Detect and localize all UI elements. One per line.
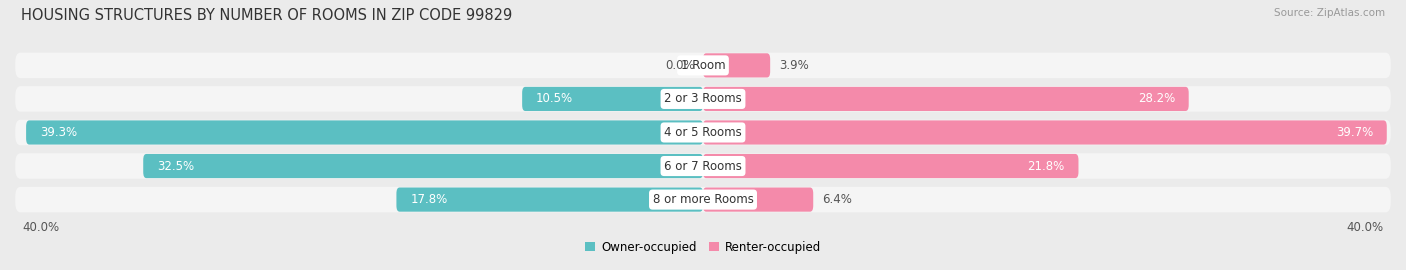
Text: 0.0%: 0.0% (665, 59, 695, 72)
Text: 40.0%: 40.0% (1346, 221, 1384, 234)
Text: 39.3%: 39.3% (39, 126, 77, 139)
Text: 40.0%: 40.0% (22, 221, 60, 234)
FancyBboxPatch shape (27, 120, 703, 144)
FancyBboxPatch shape (396, 187, 703, 212)
Text: 32.5%: 32.5% (157, 160, 194, 173)
FancyBboxPatch shape (522, 87, 703, 111)
Text: 28.2%: 28.2% (1137, 92, 1175, 105)
FancyBboxPatch shape (703, 87, 1188, 111)
FancyBboxPatch shape (15, 86, 1391, 112)
Text: 6.4%: 6.4% (823, 193, 852, 206)
Legend: Owner-occupied, Renter-occupied: Owner-occupied, Renter-occupied (585, 241, 821, 254)
Text: 4 or 5 Rooms: 4 or 5 Rooms (664, 126, 742, 139)
Text: 2 or 3 Rooms: 2 or 3 Rooms (664, 92, 742, 105)
FancyBboxPatch shape (703, 53, 770, 77)
Text: 3.9%: 3.9% (779, 59, 808, 72)
FancyBboxPatch shape (15, 187, 1391, 212)
Text: HOUSING STRUCTURES BY NUMBER OF ROOMS IN ZIP CODE 99829: HOUSING STRUCTURES BY NUMBER OF ROOMS IN… (21, 8, 512, 23)
Text: 6 or 7 Rooms: 6 or 7 Rooms (664, 160, 742, 173)
Text: 8 or more Rooms: 8 or more Rooms (652, 193, 754, 206)
FancyBboxPatch shape (15, 53, 1391, 78)
FancyBboxPatch shape (143, 154, 703, 178)
Text: 39.7%: 39.7% (1336, 126, 1374, 139)
Text: 17.8%: 17.8% (411, 193, 447, 206)
Text: 21.8%: 21.8% (1028, 160, 1064, 173)
FancyBboxPatch shape (15, 120, 1391, 145)
Text: 10.5%: 10.5% (536, 92, 574, 105)
FancyBboxPatch shape (15, 153, 1391, 179)
Text: 1 Room: 1 Room (681, 59, 725, 72)
Text: Source: ZipAtlas.com: Source: ZipAtlas.com (1274, 8, 1385, 18)
FancyBboxPatch shape (703, 187, 813, 212)
FancyBboxPatch shape (703, 154, 1078, 178)
FancyBboxPatch shape (703, 120, 1386, 144)
